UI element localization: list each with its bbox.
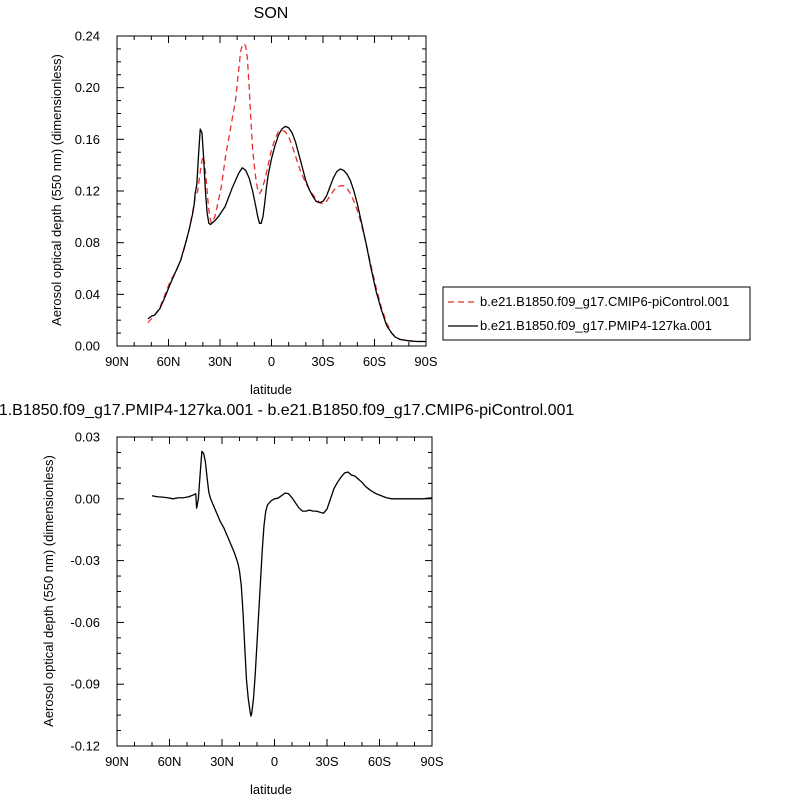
legend: b.e21.B1850.f09_g17.CMIP6-piControl.001 … [442, 286, 751, 341]
legend-label-picontrol: b.e21.B1850.f09_g17.CMIP6-piControl.001 [480, 294, 729, 309]
x-tick-label: 60N [158, 754, 182, 769]
bottom-panel-xlabel: latitude [250, 782, 292, 797]
y-tick-label: 0.04 [75, 287, 100, 302]
x-tick-label: 30S [311, 354, 334, 369]
y-tick-label: -0.09 [70, 677, 100, 692]
top-panel-title: SON [254, 5, 289, 22]
y-tick-label: -0.06 [70, 615, 100, 630]
bottom-panel-series [151, 450, 433, 717]
top-panel-frame [116, 35, 427, 347]
bottom-panel-title: b.e21.B1850.f09_g17.PMIP4-127ka.001 - b.… [0, 402, 574, 419]
bottom-panel: b.e21.B1850.f09_g17.PMIP4-127ka.001 - b.… [0, 402, 574, 797]
y-tick-label: 0.00 [75, 491, 100, 506]
x-tick-label: 30N [210, 754, 234, 769]
x-tick-label: 90S [420, 754, 443, 769]
x-tick-label: 90N [105, 354, 129, 369]
series-line-0 [151, 450, 433, 717]
y-tick-label: 0.00 [75, 339, 100, 354]
top-panel-xlabel: latitude [250, 382, 292, 397]
y-tick-label: -0.03 [70, 553, 100, 568]
y-tick-label: 0.12 [75, 184, 100, 199]
y-tick-label: -0.12 [70, 739, 100, 754]
x-tick-label: 30N [208, 354, 232, 369]
top-panel: SON 90N 60N 30N 0 30S 60S 90S 0.00 0.04 0.08 0.12 0… [49, 5, 438, 397]
legend-box [442, 286, 751, 341]
top-panel-series [147, 43, 426, 343]
x-tick-label: 0 [268, 354, 275, 369]
y-tick-label: 0.16 [75, 132, 100, 147]
series-line-0 [147, 43, 426, 343]
x-tick-label: 60S [363, 354, 386, 369]
x-tick-label: 90S [414, 354, 437, 369]
x-tick-label: 0 [271, 754, 278, 769]
x-tick-label: 90N [105, 754, 129, 769]
x-tick-label: 30S [315, 754, 338, 769]
legend-label-127ka: b.e21.B1850.f09_g17.PMIP4-127ka.001 [480, 318, 712, 333]
top-panel-ylabel: Aerosol optical depth (550 nm) (dimensio… [49, 54, 64, 326]
x-tick-label: 60N [157, 354, 181, 369]
bottom-panel-ticks: 90N 60N 30N 0 30S 60S 90S -0.12 -0.09 -0.06 -0.03 0… [70, 430, 444, 770]
y-tick-label: 0.03 [75, 430, 100, 445]
y-tick-label: 0.08 [75, 235, 100, 250]
x-tick-label: 60S [368, 754, 391, 769]
y-tick-label: 0.24 [75, 29, 100, 44]
bottom-panel-frame [116, 436, 433, 747]
y-tick-label: 0.20 [75, 80, 100, 95]
series-line-1 [147, 125, 426, 343]
bottom-panel-ylabel: Aerosol optical depth (550 nm) (dimensio… [41, 455, 56, 727]
top-panel-ticks: 90N 60N 30N 0 30S 60S 90S 0.00 0.04 0.08 0.12 0.16 0… [75, 29, 438, 370]
